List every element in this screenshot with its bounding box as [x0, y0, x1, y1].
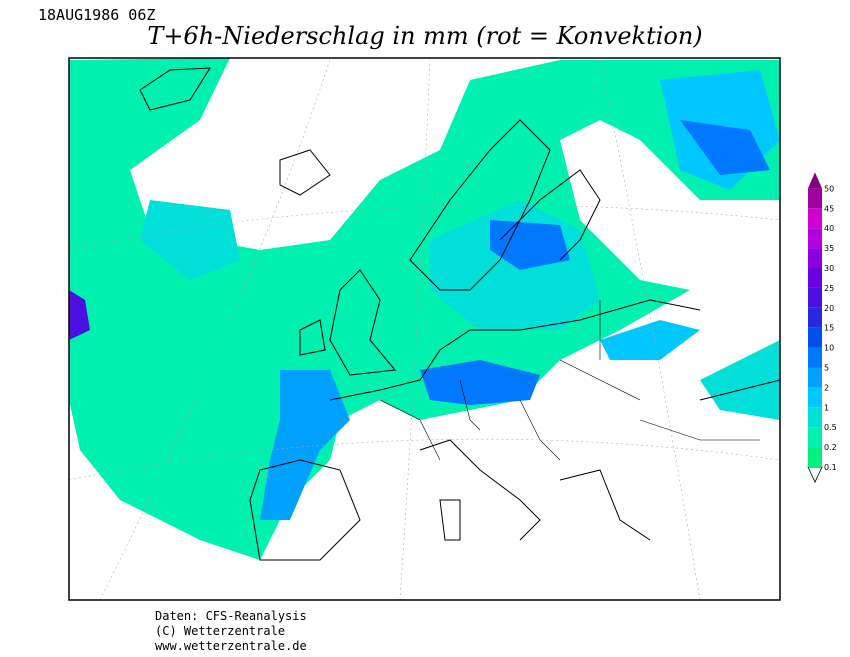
legend-swatch [808, 367, 822, 388]
legend-label: 45 [824, 204, 834, 213]
legend-label: 25 [824, 284, 834, 293]
legend-swatch [808, 427, 822, 448]
legend-label: 0.1 [824, 463, 837, 472]
legend-swatch [808, 347, 822, 368]
legend-label: 15 [824, 324, 834, 333]
legend-swatch [808, 307, 822, 328]
map [68, 57, 781, 601]
legend-label: 20 [824, 304, 834, 313]
footer-line: www.wetterzentrale.de [155, 639, 307, 653]
legend-swatch [808, 387, 822, 408]
legend-label: 40 [824, 224, 834, 233]
legend-swatch [808, 172, 822, 189]
legend-swatch [808, 268, 822, 288]
legend-swatch [808, 188, 822, 209]
footer-line: Daten: CFS-Reanalysis [155, 609, 307, 623]
precipitation [69, 58, 780, 560]
legend-label: 35 [824, 244, 834, 253]
timestamp: 18AUG1986 06Z [38, 6, 155, 24]
map-title: T+6h-Niederschlag in mm (rot = Konvektio… [147, 22, 702, 50]
legend-label: 0.5 [824, 423, 837, 432]
legend-label: 0.2 [824, 443, 837, 452]
footer-line: (C) Wetterzentrale [155, 624, 285, 638]
legend-label: 1 [824, 403, 829, 412]
legend-swatch [808, 407, 822, 428]
legend-label: 50 [824, 184, 834, 193]
legend-label: 30 [824, 264, 834, 273]
legend-swatch [808, 228, 822, 249]
legend-label: 10 [824, 344, 834, 353]
legend-swatch [808, 287, 822, 308]
legend-swatch [808, 447, 822, 467]
legend-swatch [808, 208, 822, 229]
legend-swatch [808, 327, 822, 348]
legend-swatch [808, 248, 822, 268]
legend-label: 5 [824, 364, 829, 373]
legend-label: 2 [824, 383, 829, 392]
